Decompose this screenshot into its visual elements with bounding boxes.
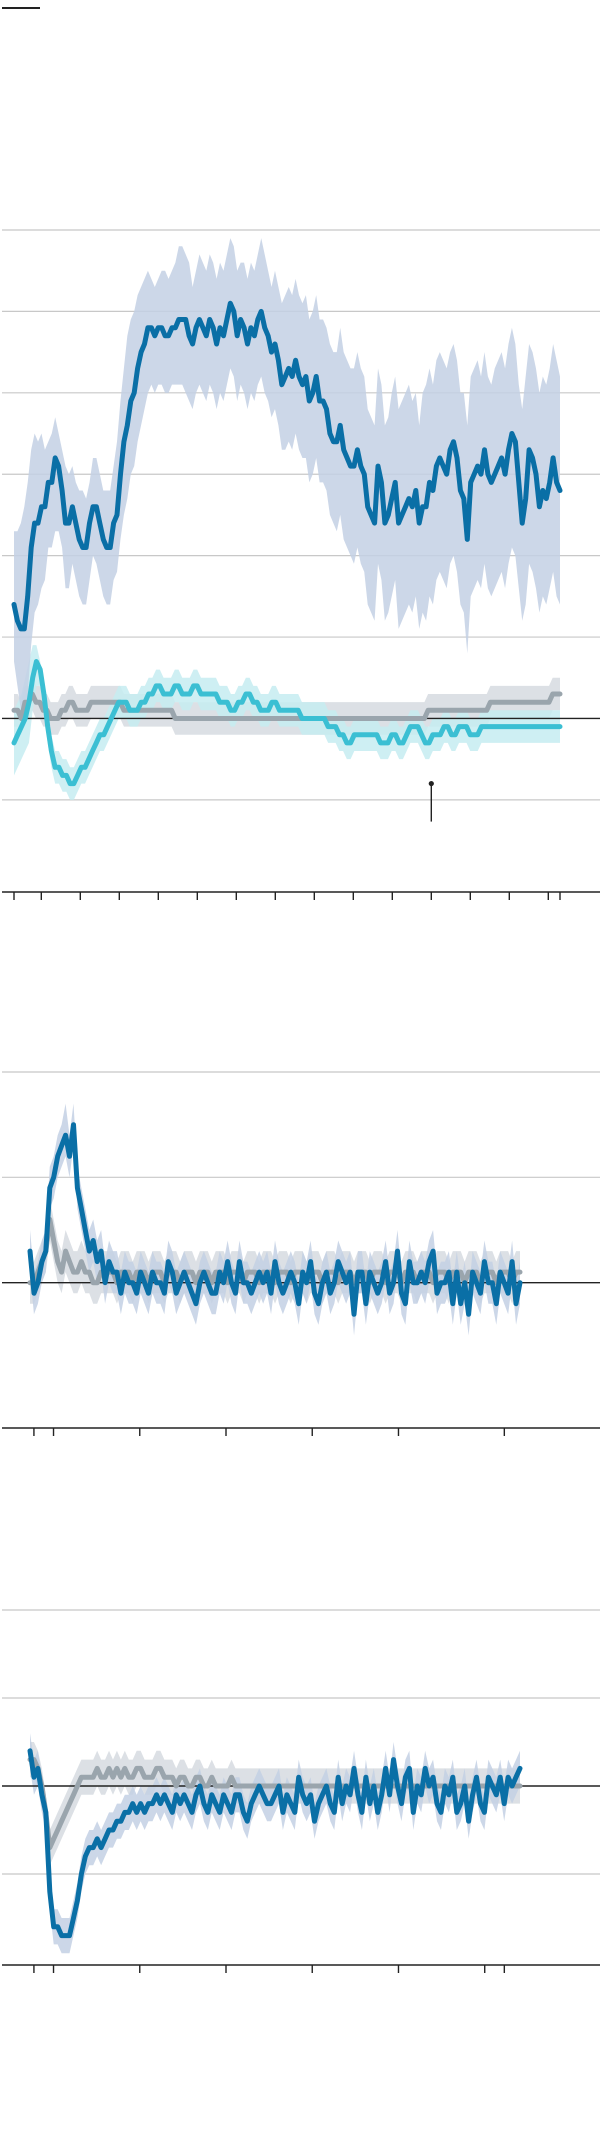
series-line [27, 1757, 523, 1851]
confidence-band [14, 238, 560, 727]
confidence-band [14, 645, 560, 800]
series-line [27, 1748, 523, 1939]
panel-bottom [2, 1609, 600, 1973]
panel-top [2, 229, 600, 900]
series-line [11, 300, 563, 632]
series-line [27, 1122, 523, 1317]
panel-middle [2, 1071, 600, 1436]
series-line [11, 659, 563, 787]
annotation-dot [428, 780, 434, 787]
series-line [11, 691, 563, 721]
